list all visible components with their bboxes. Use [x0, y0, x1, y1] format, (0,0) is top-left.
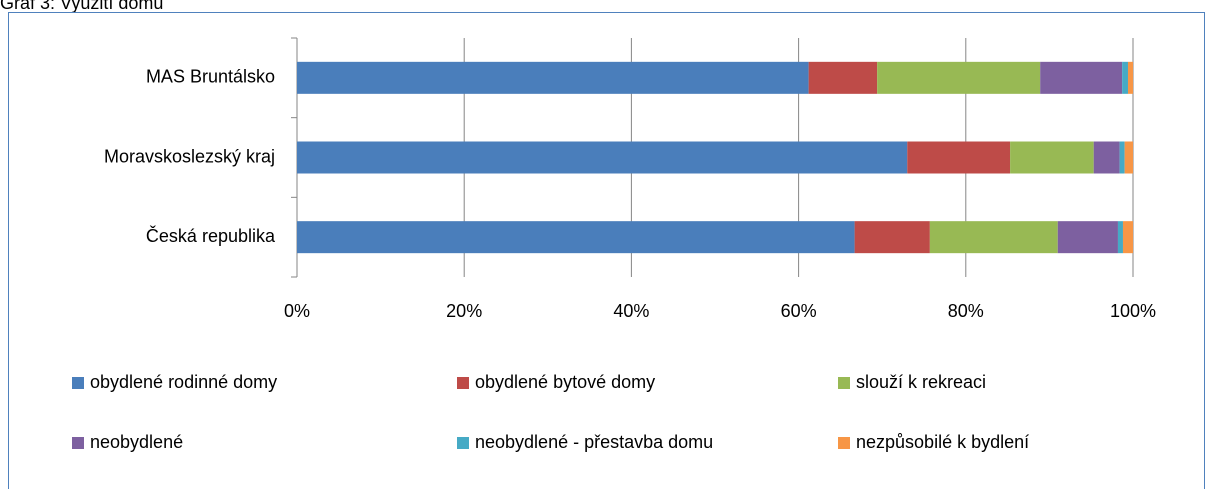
- x-tick-label: 0%: [284, 301, 310, 321]
- y-tick-label: Moravskoslezský kraj: [104, 146, 275, 166]
- legend-swatch: [838, 437, 850, 449]
- bar: [297, 61, 809, 94]
- x-tick-label: 20%: [446, 301, 482, 321]
- bar: [877, 61, 1041, 94]
- legend-swatch: [457, 437, 469, 449]
- bar: [1127, 61, 1133, 94]
- legend-swatch: [457, 377, 469, 389]
- bar: [929, 221, 1058, 254]
- bar: [297, 141, 908, 174]
- bar: [1040, 61, 1123, 94]
- bar: [907, 141, 1011, 174]
- legend-label: obydlené rodinné domy: [90, 372, 277, 392]
- bar: [1122, 61, 1128, 94]
- x-tick-label: 40%: [613, 301, 649, 321]
- bar: [1057, 221, 1118, 254]
- y-tick-label: Česká republika: [146, 225, 276, 246]
- legend-swatch: [72, 377, 84, 389]
- legend-label: nezpůsobilé k bydlení: [856, 432, 1029, 452]
- bar: [1093, 141, 1120, 174]
- chart-title: Graf 3: Využití domů: [0, 0, 163, 13]
- chart-frame: [8, 12, 1205, 489]
- bar: [1119, 141, 1125, 174]
- bar: [297, 221, 855, 254]
- bar: [1117, 221, 1123, 254]
- bar: [1010, 141, 1094, 174]
- x-tick-label: 80%: [948, 301, 984, 321]
- x-tick-label: 60%: [781, 301, 817, 321]
- bar: [1122, 221, 1133, 254]
- bar: [1124, 141, 1133, 174]
- legend-label: neobydlené - přestavba domu: [475, 432, 713, 452]
- bar: [854, 221, 930, 254]
- legend-label: slouží k rekreaci: [856, 372, 986, 392]
- legend-label: neobydlené: [90, 432, 183, 452]
- y-tick-label: MAS Bruntálsko: [146, 67, 275, 87]
- legend-label: obydlené bytové domy: [475, 372, 655, 392]
- legend-swatch: [838, 377, 850, 389]
- x-tick-label: 100%: [1110, 301, 1156, 321]
- bar: [808, 61, 878, 94]
- legend-swatch: [72, 437, 84, 449]
